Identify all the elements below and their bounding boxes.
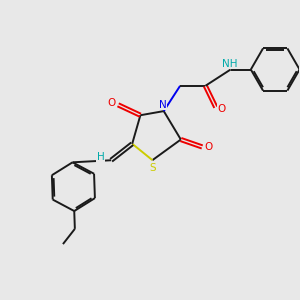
Text: O: O — [107, 98, 116, 108]
Text: O: O — [205, 142, 213, 152]
Text: N: N — [159, 100, 167, 110]
Text: O: O — [218, 104, 226, 114]
Text: H: H — [97, 152, 105, 162]
Text: S: S — [149, 163, 156, 172]
Text: NH: NH — [222, 58, 237, 69]
